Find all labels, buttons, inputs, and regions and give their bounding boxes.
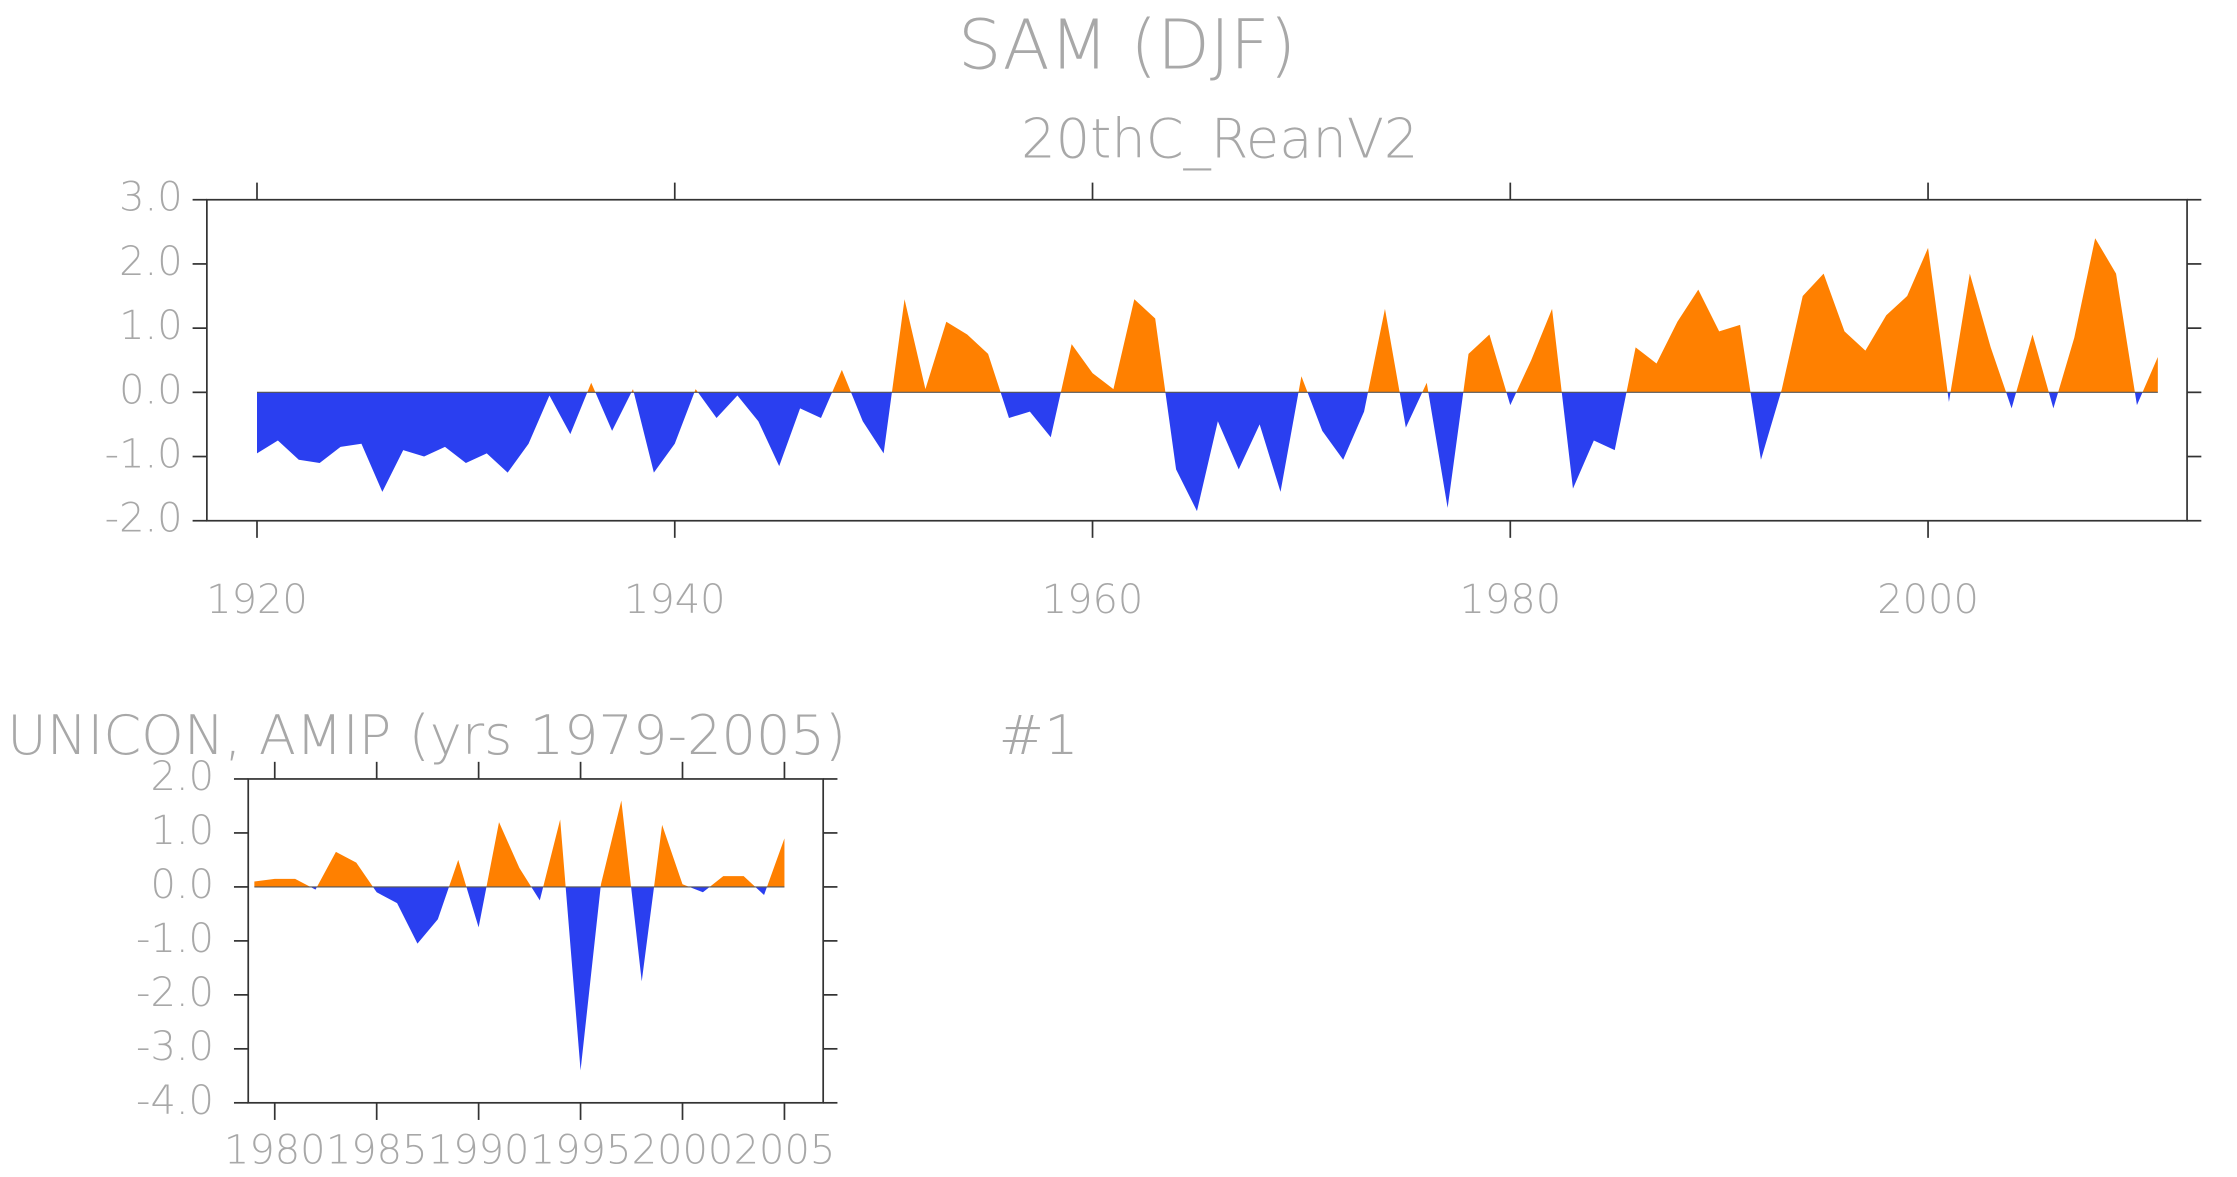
chart-subtitle: 20thC_ReanV2 xyxy=(1021,107,1418,170)
y-tick-label: -4.0 xyxy=(136,1078,214,1124)
y-tick-label: -1.0 xyxy=(136,916,214,962)
y-tick-label: -3.0 xyxy=(136,1024,214,1070)
x-tick-label: 2000 xyxy=(632,1128,734,1174)
area-below xyxy=(254,886,785,1071)
x-tick-label: 1990 xyxy=(428,1128,530,1174)
x-tick-label: 1985 xyxy=(326,1128,428,1174)
y-tick-label: -2.0 xyxy=(105,496,183,542)
y-tick-label: 0.0 xyxy=(150,862,214,908)
y-tick-label: 1.0 xyxy=(150,808,214,854)
plot-frame xyxy=(206,198,2188,522)
area-below xyxy=(256,392,2158,512)
x-tick-label: 1980 xyxy=(1459,577,1561,623)
y-tick-label: 0.0 xyxy=(119,367,183,413)
y-tick-label: 2.0 xyxy=(150,754,214,800)
chart-title: UNICON, AMIP (yrs 1979-2005) xyxy=(7,704,846,767)
area-above xyxy=(256,238,2158,393)
plot-frame xyxy=(247,778,825,1104)
x-tick-label: 1940 xyxy=(624,577,726,623)
x-tick-label: 1980 xyxy=(224,1128,326,1174)
annotation: #1 xyxy=(999,704,1079,767)
y-tick-label: -1.0 xyxy=(105,432,183,478)
x-tick-label: 1920 xyxy=(206,577,308,623)
y-tick-label: -2.0 xyxy=(136,970,214,1016)
area-above xyxy=(254,800,785,887)
x-tick-label: 1995 xyxy=(530,1128,632,1174)
x-tick-label: 1960 xyxy=(1042,577,1144,623)
x-tick-label: 2000 xyxy=(1877,577,1979,623)
y-tick-label: 3.0 xyxy=(119,175,183,221)
y-tick-label: 1.0 xyxy=(119,303,183,349)
y-tick-label: 2.0 xyxy=(119,239,183,285)
x-tick-label: 2005 xyxy=(734,1128,836,1174)
chart-title: SAM (DJF) xyxy=(958,5,1296,85)
